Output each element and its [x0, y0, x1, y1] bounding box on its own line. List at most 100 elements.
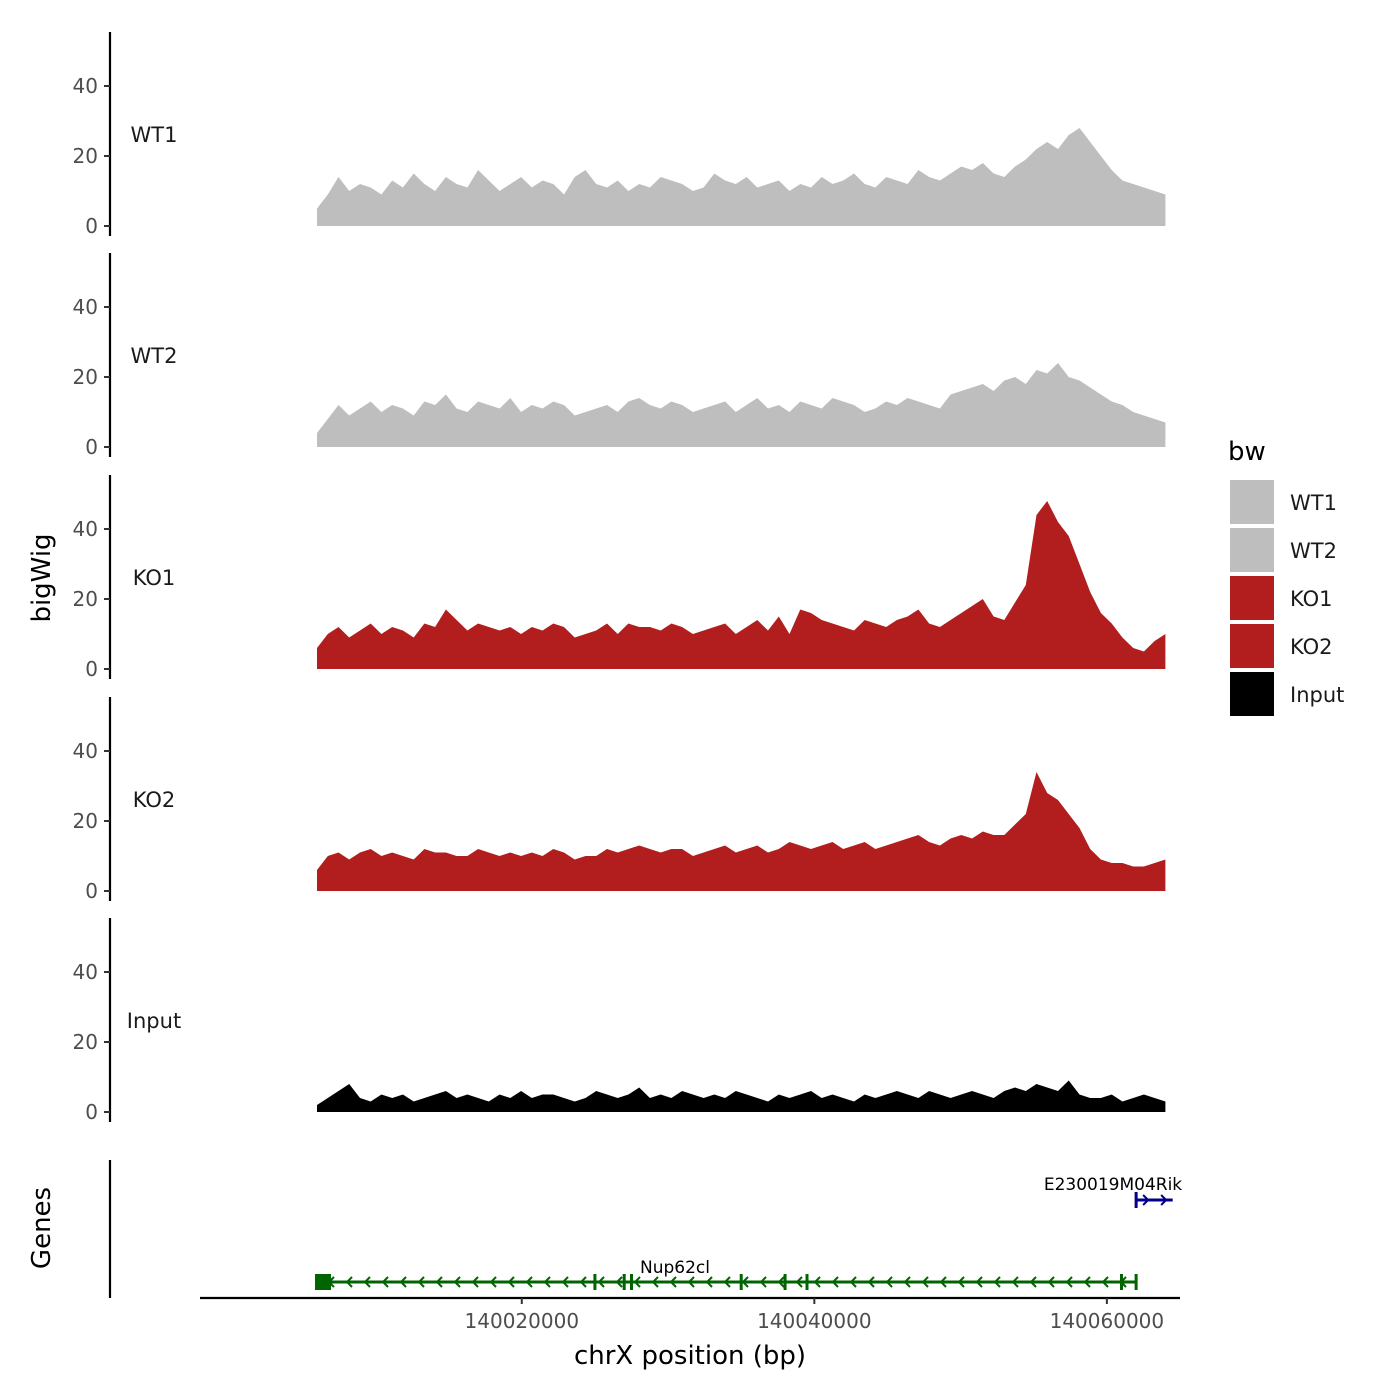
- area-ko1: [317, 501, 1166, 669]
- legend-entry-ko1: KO1: [1230, 576, 1333, 620]
- strand-arrow: [993, 1276, 1001, 1288]
- strand-arrow: [813, 1276, 821, 1288]
- strand-arrow: [615, 1276, 623, 1288]
- strand-arrow: [1011, 1276, 1019, 1288]
- legend-swatch: [1230, 576, 1274, 620]
- strand-arrow: [1029, 1276, 1037, 1288]
- track-label: Input: [127, 1009, 181, 1033]
- strand-arrow: [1065, 1276, 1073, 1288]
- strand-arrow: [435, 1276, 443, 1288]
- y-tick-label: 20: [73, 144, 98, 168]
- strand-arrow: [705, 1276, 713, 1288]
- track-label: KO2: [133, 788, 176, 812]
- legend-label: Input: [1290, 683, 1344, 707]
- strand-arrow: [561, 1276, 569, 1288]
- strand-arrow: [885, 1276, 893, 1288]
- y-tick-label: 0: [85, 435, 98, 459]
- y-tick-label: 20: [73, 587, 98, 611]
- legend-entry-ko2: KO2: [1230, 624, 1333, 668]
- strand-arrow: [777, 1276, 785, 1288]
- gene-label: Nup62cl: [640, 1258, 710, 1278]
- legend-label: KO1: [1290, 587, 1333, 611]
- strand-arrow: [957, 1276, 965, 1288]
- strand-arrow: [471, 1276, 479, 1288]
- y-tick-label: 0: [85, 1100, 98, 1124]
- y-tick-label: 40: [73, 517, 98, 541]
- x-axis-title: chrX position (bp): [574, 1341, 806, 1371]
- genes-track: Genes Nup62cl E230019M04Rik: [27, 1160, 1182, 1298]
- strand-arrow: [363, 1276, 371, 1288]
- legend-entry-input: Input: [1230, 672, 1344, 716]
- y-tick-label: 20: [73, 809, 98, 833]
- gene-label: E230019M04Rik: [1044, 1175, 1182, 1195]
- x-tick-label: 140060000: [1050, 1309, 1165, 1333]
- strand-arrow: [795, 1276, 803, 1288]
- legend-entry-wt1: WT1: [1230, 480, 1337, 524]
- gene-nup62cl: Nup62cl: [315, 1258, 1138, 1290]
- strand-arrow: [597, 1276, 605, 1288]
- strand-arrow: [831, 1276, 839, 1288]
- y-tick-label: 20: [73, 365, 98, 389]
- strand-arrow: [417, 1276, 425, 1288]
- legend-label: WT1: [1290, 491, 1337, 515]
- panel-wt1: 0 20 40 WT1: [73, 32, 1166, 238]
- track-label: KO1: [133, 566, 176, 590]
- strand-arrow: [1083, 1276, 1091, 1288]
- genes-title: Genes: [27, 1187, 57, 1269]
- y-tick-label: 20: [73, 1030, 98, 1054]
- strand-arrow: [723, 1276, 731, 1288]
- legend-swatch: [1230, 480, 1274, 524]
- strand-arrow: [651, 1276, 659, 1288]
- bigwig-panels: 0 20 40 WT1 0 20 40 WT2 0 20 40 KO1 0 20 40 KO2 0 20 40 Inp…: [73, 32, 1166, 1124]
- legend-swatch: [1230, 528, 1274, 572]
- area-input: [317, 1080, 1166, 1112]
- strand-arrow: [525, 1276, 533, 1288]
- y-axis-title: bigWig: [27, 533, 57, 622]
- strand-arrow: [867, 1276, 875, 1288]
- strand-arrow: [345, 1276, 353, 1288]
- y-tick-label: 40: [73, 960, 98, 984]
- strand-arrow: [399, 1276, 407, 1288]
- strand-arrow: [381, 1276, 389, 1288]
- strand-arrow: [741, 1276, 749, 1288]
- legend-label: KO2: [1290, 635, 1333, 659]
- legend-swatch: [1230, 672, 1274, 716]
- strand-arrow: [1101, 1276, 1109, 1288]
- y-tick-label: 40: [73, 739, 98, 763]
- strand-arrow: [669, 1276, 677, 1288]
- y-tick-label: 0: [85, 214, 98, 238]
- strand-arrow: [849, 1276, 857, 1288]
- strand-arrow: [633, 1276, 641, 1288]
- strand-arrow: [687, 1276, 695, 1288]
- y-tick-label: 0: [85, 879, 98, 903]
- panel-ko1: 0 20 40 KO1: [73, 475, 1166, 681]
- track-label: WT2: [131, 344, 178, 368]
- strand-arrow: [1160, 1194, 1168, 1206]
- panel-ko2: 0 20 40 KO2: [73, 697, 1166, 903]
- strand-arrow: [1142, 1194, 1150, 1206]
- strand-arrow: [759, 1276, 767, 1288]
- x-axis: 140020000 140040000 140060000: [200, 1296, 1180, 1333]
- strand-arrow: [939, 1276, 947, 1288]
- x-tick-label: 140020000: [465, 1309, 580, 1333]
- panel-input: 0 20 40 Input: [73, 918, 1166, 1124]
- area-wt2: [317, 363, 1166, 447]
- strand-arrow: [489, 1276, 497, 1288]
- legend-entry-wt2: WT2: [1230, 528, 1337, 572]
- legend: bw WT1 WT2 KO1 KO2 Input: [1228, 437, 1344, 716]
- x-tick-label: 140040000: [757, 1309, 872, 1333]
- y-tick-label: 40: [73, 295, 98, 319]
- y-tick-label: 0: [85, 657, 98, 681]
- exon: [315, 1274, 332, 1290]
- strand-arrow: [903, 1276, 911, 1288]
- strand-arrow: [1047, 1276, 1055, 1288]
- y-tick-label: 40: [73, 74, 98, 98]
- strand-arrow: [453, 1276, 461, 1288]
- strand-arrow: [543, 1276, 551, 1288]
- legend-label: WT2: [1290, 539, 1337, 563]
- area-ko2: [317, 772, 1166, 891]
- strand-arrow: [975, 1276, 983, 1288]
- strand-arrow: [507, 1276, 515, 1288]
- track-label: WT1: [131, 123, 178, 147]
